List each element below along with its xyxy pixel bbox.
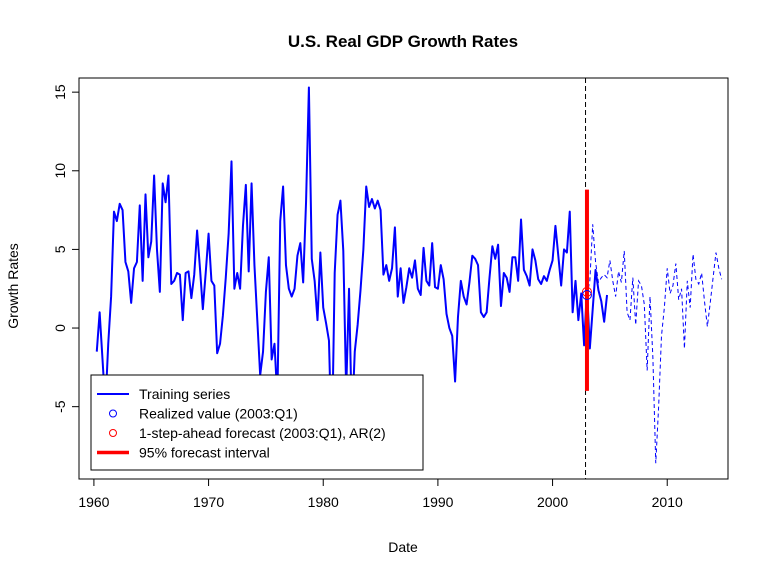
x-tick-label: 1990 [422,494,453,510]
forecast-point [581,286,592,297]
x-axis: 1960 1970 1980 1990 2000 2010 [78,478,683,510]
y-tick-label: 0 [52,324,68,332]
x-axis-label: Date [388,539,418,555]
post-sample-series-line [586,224,723,464]
x-tick-label: 1980 [308,494,339,510]
y-tick-label: 5 [52,245,68,253]
x-tick-label: 2000 [537,494,568,510]
legend-entry-label: Training series [139,386,230,402]
x-tick-label: 1960 [78,494,109,510]
legend-swatch [109,409,117,418]
realized-point [581,290,592,301]
y-axis: -5 0 5 10 15 [52,84,80,413]
legend: Training series Realized value (2003:Q1) 1… [90,374,424,471]
legend-swatch [109,429,117,437]
y-tick-label: -5 [52,400,68,413]
legend-entry-label: 95% forecast interval [139,445,270,461]
x-tick-label: 2010 [652,494,683,510]
legend-entry-label: Realized value (2003:Q1) [139,406,298,422]
x-tick-label: 1970 [193,494,224,510]
y-tick-label: 10 [52,163,68,179]
y-axis-label: Growth Rates [5,243,21,329]
y-tick-label: 15 [52,84,68,100]
chart-title: U.S. Real GDP Growth Rates [288,32,518,51]
legend-box [90,374,424,471]
legend-entry-label: 1-step-ahead forecast (2003:Q1), AR(2) [139,425,386,441]
